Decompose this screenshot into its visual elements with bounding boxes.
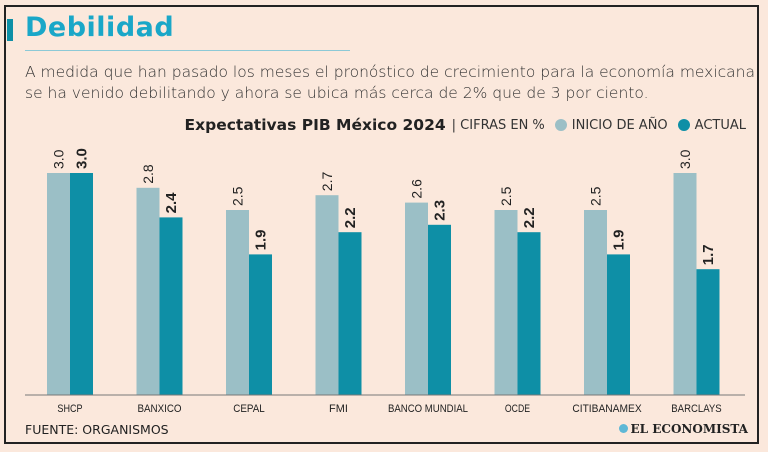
bar-actual bbox=[696, 269, 720, 395]
data-label: 2.5 bbox=[230, 186, 246, 206]
data-label: 3.0 bbox=[677, 149, 693, 169]
bar-inicio bbox=[405, 202, 428, 395]
x-tick-label: SHCP bbox=[57, 403, 82, 415]
data-label: 3.0 bbox=[51, 149, 67, 169]
bar-actual bbox=[338, 232, 362, 395]
legend-swatch-inicio bbox=[554, 119, 567, 131]
chart-units: | CIFRAS EN % bbox=[451, 117, 545, 133]
bar-actual bbox=[249, 254, 272, 395]
logo-text: EL ECONOMISTA bbox=[630, 422, 748, 436]
data-label: 2.2 bbox=[521, 207, 538, 228]
data-label: 1.9 bbox=[253, 230, 270, 251]
bar-inicio bbox=[673, 173, 697, 395]
chart-title: Expectativas PIB México 2024 bbox=[184, 116, 446, 134]
legend-swatch-actual bbox=[677, 119, 690, 131]
bar-inicio bbox=[136, 187, 160, 395]
data-label: 2.4 bbox=[163, 192, 180, 214]
bar-inicio bbox=[315, 195, 339, 395]
logo-icon bbox=[618, 424, 628, 433]
legend-label-actual: ACTUAL bbox=[694, 117, 746, 133]
data-label: 1.9 bbox=[611, 230, 628, 251]
x-tick-label: BANCO MUNDIAL bbox=[388, 403, 468, 415]
data-label: 2.5 bbox=[498, 186, 514, 206]
x-tick-label: FMI bbox=[329, 403, 348, 415]
publisher-logo: EL ECONOMISTA bbox=[618, 422, 748, 436]
bar-inicio bbox=[494, 210, 518, 395]
title-marker bbox=[7, 19, 13, 41]
frame bbox=[4, 5, 759, 444]
bar-actual bbox=[70, 173, 93, 395]
bar-actual bbox=[517, 232, 541, 395]
page-title: Debilidad bbox=[25, 12, 175, 43]
title-divider bbox=[25, 50, 350, 51]
x-tick-label: CEPAL bbox=[233, 403, 265, 415]
bar-inicio bbox=[584, 210, 607, 395]
x-tick-label: BANXICO bbox=[137, 403, 181, 415]
legend: Expectativas PIB México 2024 | CIFRAS EN… bbox=[185, 116, 746, 134]
legend-label-inicio: INICIO DE AÑO bbox=[571, 117, 668, 133]
bar-inicio bbox=[47, 173, 70, 395]
subtitle: A medida que han pasado los meses el pro… bbox=[25, 63, 755, 102]
x-tick-label: OCDE bbox=[505, 403, 530, 415]
x-tick-label: CITIBANAMEX bbox=[572, 403, 642, 415]
data-label: 2.3 bbox=[432, 200, 449, 221]
bar-actual bbox=[159, 217, 183, 395]
data-label: 2.5 bbox=[588, 186, 604, 206]
data-label: 2.6 bbox=[409, 179, 425, 199]
data-label: 1.7 bbox=[700, 244, 717, 265]
x-tick-label: BARCLAYS bbox=[671, 403, 721, 415]
bar-actual bbox=[428, 224, 451, 395]
data-label: 2.2 bbox=[342, 207, 359, 228]
source-note: FUENTE: ORGANISMOS bbox=[25, 422, 169, 437]
bar-actual bbox=[607, 254, 630, 395]
bar-inicio bbox=[226, 210, 249, 395]
data-label: 3.0 bbox=[74, 148, 91, 169]
data-label: 2.8 bbox=[140, 164, 156, 184]
data-label: 2.7 bbox=[319, 172, 335, 192]
